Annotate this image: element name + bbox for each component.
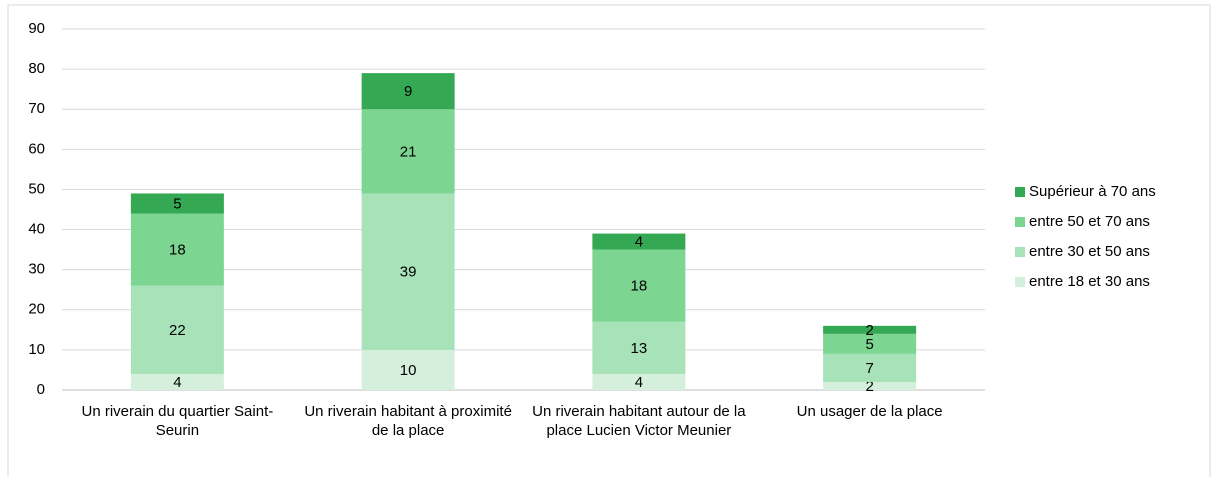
legend-swatch bbox=[1015, 277, 1025, 287]
legend-swatch bbox=[1015, 247, 1025, 257]
bar-segment bbox=[361, 109, 455, 194]
legend-label: entre 50 et 70 ans bbox=[1029, 213, 1150, 230]
x-tick-label: Un riverain du quartier Saint-Seurin bbox=[81, 403, 274, 439]
chart-frame bbox=[7, 4, 1211, 477]
bar-segment bbox=[361, 193, 455, 350]
data-label: 4 bbox=[635, 374, 643, 391]
y-tick-label: 10 bbox=[28, 341, 45, 358]
data-label: 10 bbox=[400, 362, 417, 379]
bar-segment bbox=[130, 285, 224, 374]
data-label: 22 bbox=[169, 322, 186, 339]
data-label: 4 bbox=[173, 374, 181, 391]
data-label: 5 bbox=[173, 195, 181, 212]
y-tick-label: 80 bbox=[28, 60, 45, 77]
y-tick-label: 50 bbox=[28, 180, 45, 197]
data-label: 5 bbox=[865, 336, 873, 353]
bar-segment bbox=[823, 333, 917, 354]
data-label: 13 bbox=[631, 340, 648, 357]
data-label: 9 bbox=[404, 83, 412, 100]
legend-swatch bbox=[1015, 217, 1025, 227]
data-label: 2 bbox=[865, 322, 873, 339]
bar-segment bbox=[592, 321, 686, 374]
y-tick-label: 70 bbox=[28, 100, 45, 117]
data-label: 7 bbox=[865, 360, 873, 377]
y-tick-label: 30 bbox=[28, 261, 45, 278]
legend-label: Supérieur à 70 ans bbox=[1029, 183, 1156, 200]
y-tick-label: 0 bbox=[37, 381, 45, 398]
bar-segment bbox=[592, 373, 686, 390]
bar-segment bbox=[823, 325, 917, 334]
data-label: 4 bbox=[635, 234, 643, 251]
legend-label: entre 18 et 30 ans bbox=[1029, 273, 1150, 290]
data-label: 39 bbox=[400, 264, 417, 281]
bar-segment bbox=[361, 73, 455, 110]
x-tick-label: Un riverain habitant autour de la place … bbox=[532, 403, 746, 439]
bar-segment bbox=[130, 213, 224, 286]
bar-segment bbox=[592, 249, 686, 322]
data-label: 2 bbox=[865, 378, 873, 395]
bar-segment bbox=[592, 233, 686, 250]
y-tick-label: 60 bbox=[28, 140, 45, 157]
bar-segment bbox=[130, 373, 224, 390]
bar-segment bbox=[361, 349, 455, 390]
bar-segment bbox=[130, 193, 224, 214]
x-tick-label: Un usager de la place bbox=[796, 403, 943, 420]
legend-label: entre 30 et 50 ans bbox=[1029, 243, 1150, 260]
y-tick-label: 20 bbox=[28, 301, 45, 318]
data-label: 18 bbox=[169, 242, 186, 259]
legend-swatch bbox=[1015, 187, 1025, 197]
x-tick-label: Un riverain habitant à proximité de la p… bbox=[304, 403, 512, 439]
y-tick-label: 40 bbox=[28, 221, 45, 238]
bar-segment bbox=[823, 353, 917, 382]
y-tick-label: 90 bbox=[28, 20, 45, 37]
data-label: 18 bbox=[631, 278, 648, 295]
bar-segment bbox=[823, 381, 917, 390]
data-label: 21 bbox=[400, 143, 417, 160]
